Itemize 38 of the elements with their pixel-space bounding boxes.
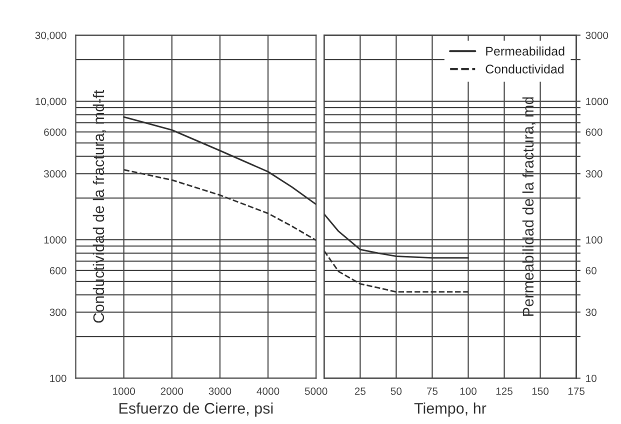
x-axis-title: Tiempo, hr [414, 402, 486, 417]
y2-tick-label: 600 [586, 128, 602, 136]
x-tick-label: 75 [426, 388, 438, 395]
x-tick-label: 1000 [113, 388, 136, 395]
x-tick-label: 125 [496, 388, 513, 395]
x-tick-label: 100 [460, 388, 477, 395]
legend-label: Permeabilidad [486, 46, 564, 56]
x-tick-label: 25 [354, 388, 366, 395]
x-tick-label: 2000 [160, 388, 184, 395]
line-series [324, 250, 469, 293]
y2-tick-label: 30 [586, 308, 596, 316]
y2-tick-label: 10 [586, 374, 596, 382]
y2-tick-label: 3000 [586, 32, 608, 40]
y2-tick-label: 300 [586, 170, 602, 178]
x-tick-label: 3000 [208, 388, 232, 395]
y-tick-label: 6000 [44, 128, 66, 136]
y-tick-label: 600 [50, 266, 66, 274]
y2-axis-title: Permeabilidad de la fractura, md [522, 97, 536, 316]
y2-tick-label: 1000 [586, 98, 608, 106]
y-tick-label: 100 [50, 374, 66, 382]
x-tick-label: 50 [390, 388, 402, 395]
x-tick-label: 150 [532, 388, 549, 395]
y-tick-label: 300 [50, 308, 66, 316]
y-tick-label: 10,000 [36, 98, 66, 106]
x-tick-label: 5000 [304, 388, 328, 395]
y2-tick-label: 60 [586, 266, 596, 274]
x-axis-title: Esfuerzo de Cierre, psi [119, 402, 273, 417]
y-tick-label: 30,000 [35, 32, 66, 40]
x-tick-label: 175 [568, 388, 585, 395]
y-tick-label: 1000 [44, 236, 66, 244]
line-series [123, 169, 316, 242]
x-tick-label: 4000 [256, 388, 280, 395]
legend-label: Conductividad [486, 64, 564, 74]
y2-tick-label: 100 [586, 236, 602, 244]
line-series [324, 213, 469, 259]
y-axis-title: Conductividad de la fractura, md-ft [92, 90, 106, 323]
y-tick-label: 3000 [44, 170, 66, 178]
line-series [123, 116, 316, 206]
